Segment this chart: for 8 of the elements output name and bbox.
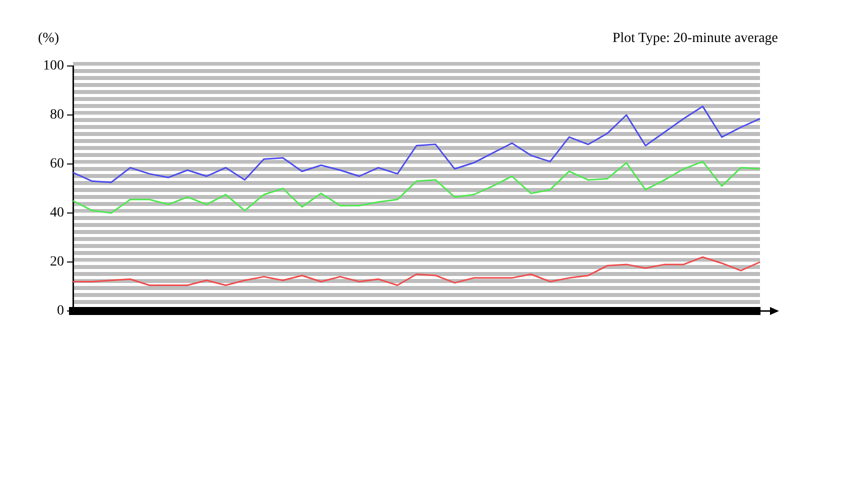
y-axis-title: (%) [38,31,60,46]
y-tick-label: 60 [50,156,64,172]
y-tick-label: 80 [50,108,64,123]
y-tick-label: 100 [43,58,64,74]
y-tick-label: 0 [57,304,64,319]
chart-title: Plot Type: 20-minute average [612,31,778,46]
y-tick-label: 20 [50,254,64,270]
y-tick-label: 40 [50,206,64,221]
